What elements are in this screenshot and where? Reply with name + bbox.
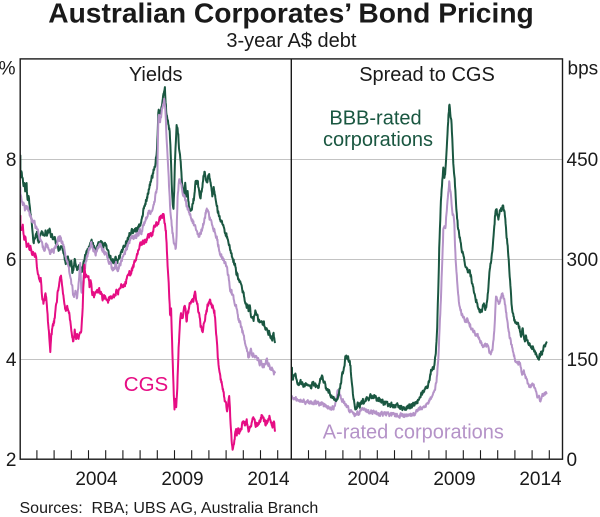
svg-text:150: 150 xyxy=(567,350,599,371)
svg-text:2009: 2009 xyxy=(161,469,203,490)
svg-text:corporations: corporations xyxy=(323,129,433,151)
svg-text:%: % xyxy=(0,59,16,80)
svg-text:Sources: RBA; UBS AG, Austral: Sources: RBA; UBS AG, Australia Branch xyxy=(20,500,319,517)
svg-text:CGS: CGS xyxy=(124,373,168,396)
svg-text:2014: 2014 xyxy=(519,469,562,490)
svg-text:2009: 2009 xyxy=(433,469,475,490)
svg-text:3-year A$ debt: 3-year A$ debt xyxy=(226,30,357,52)
svg-text:450: 450 xyxy=(567,150,599,171)
svg-text:6: 6 xyxy=(6,250,17,271)
svg-text:BBB-rated: BBB-rated xyxy=(329,108,421,130)
svg-text:0: 0 xyxy=(567,450,578,471)
svg-text:Australian Corporates’ Bond Pr: Australian Corporates’ Bond Pricing xyxy=(48,0,534,29)
svg-text:2: 2 xyxy=(6,450,17,471)
svg-text:2014: 2014 xyxy=(247,469,290,490)
svg-text:4: 4 xyxy=(6,350,17,371)
svg-text:300: 300 xyxy=(567,250,599,271)
svg-text:bps: bps xyxy=(568,59,599,80)
svg-text:Spread to CGS: Spread to CGS xyxy=(359,64,495,86)
svg-text:Yields: Yields xyxy=(129,64,183,86)
svg-text:8: 8 xyxy=(6,150,17,171)
svg-text:A-rated corporations: A-rated corporations xyxy=(323,422,504,444)
svg-text:2004: 2004 xyxy=(75,469,118,490)
svg-text:2004: 2004 xyxy=(347,469,390,490)
